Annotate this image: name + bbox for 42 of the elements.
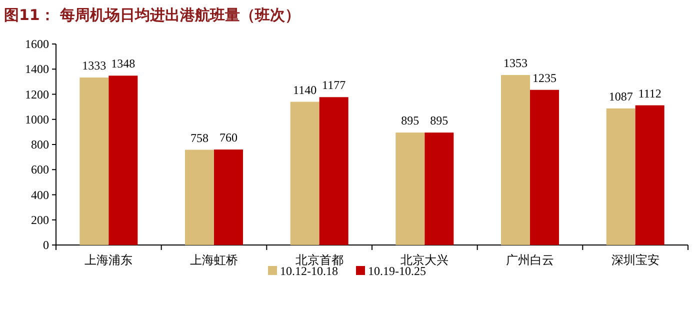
bar [501,75,530,245]
bar [319,97,348,245]
bar [396,132,425,245]
data-label: 895 [430,114,448,128]
y-tick-label: 1600 [25,37,49,51]
x-tick-label: 上海虹桥 [190,253,238,267]
y-tick-label: 1200 [25,87,49,102]
data-label: 1112 [638,86,662,100]
x-tick-label: 北京首都 [295,253,344,267]
data-label: 1348 [111,56,136,71]
data-label: 760 [220,130,238,145]
bar [214,150,243,245]
y-tick-label: 600 [31,162,49,177]
data-label: 1353 [504,56,528,70]
data-label: 1087 [608,89,633,104]
bar [424,132,454,245]
bar [635,105,664,245]
y-tick-label: 0 [43,238,49,252]
x-tick-label: 北京大兴 [400,253,449,267]
chart-title: 图11： 每周机场日均进出港航班量（班次） [4,6,300,24]
bar [108,76,138,245]
data-label: 758 [190,130,208,145]
data-label: 1235 [532,70,556,85]
y-tick-label: 400 [31,188,49,202]
bar [606,108,636,245]
y-tick-label: 800 [31,138,49,152]
y-tick-label: 200 [31,212,49,227]
legend-label: 10.19-10.25 [368,264,426,278]
bar [185,150,214,245]
bar [530,90,559,245]
x-tick-label: 广州白云 [506,253,554,267]
bar [80,78,109,245]
legend-label: 10.12-10.18 [280,264,338,278]
bar [290,102,320,245]
data-label: 1177 [322,78,346,92]
x-tick-label: 上海浦东 [84,253,133,267]
data-label: 895 [401,114,420,128]
y-tick-label: 1400 [25,62,49,76]
data-label: 1140 [293,82,317,97]
data-label: 1333 [82,58,106,73]
y-tick-label: 1000 [25,112,49,126]
x-tick-label: 深圳宝安 [611,253,660,267]
